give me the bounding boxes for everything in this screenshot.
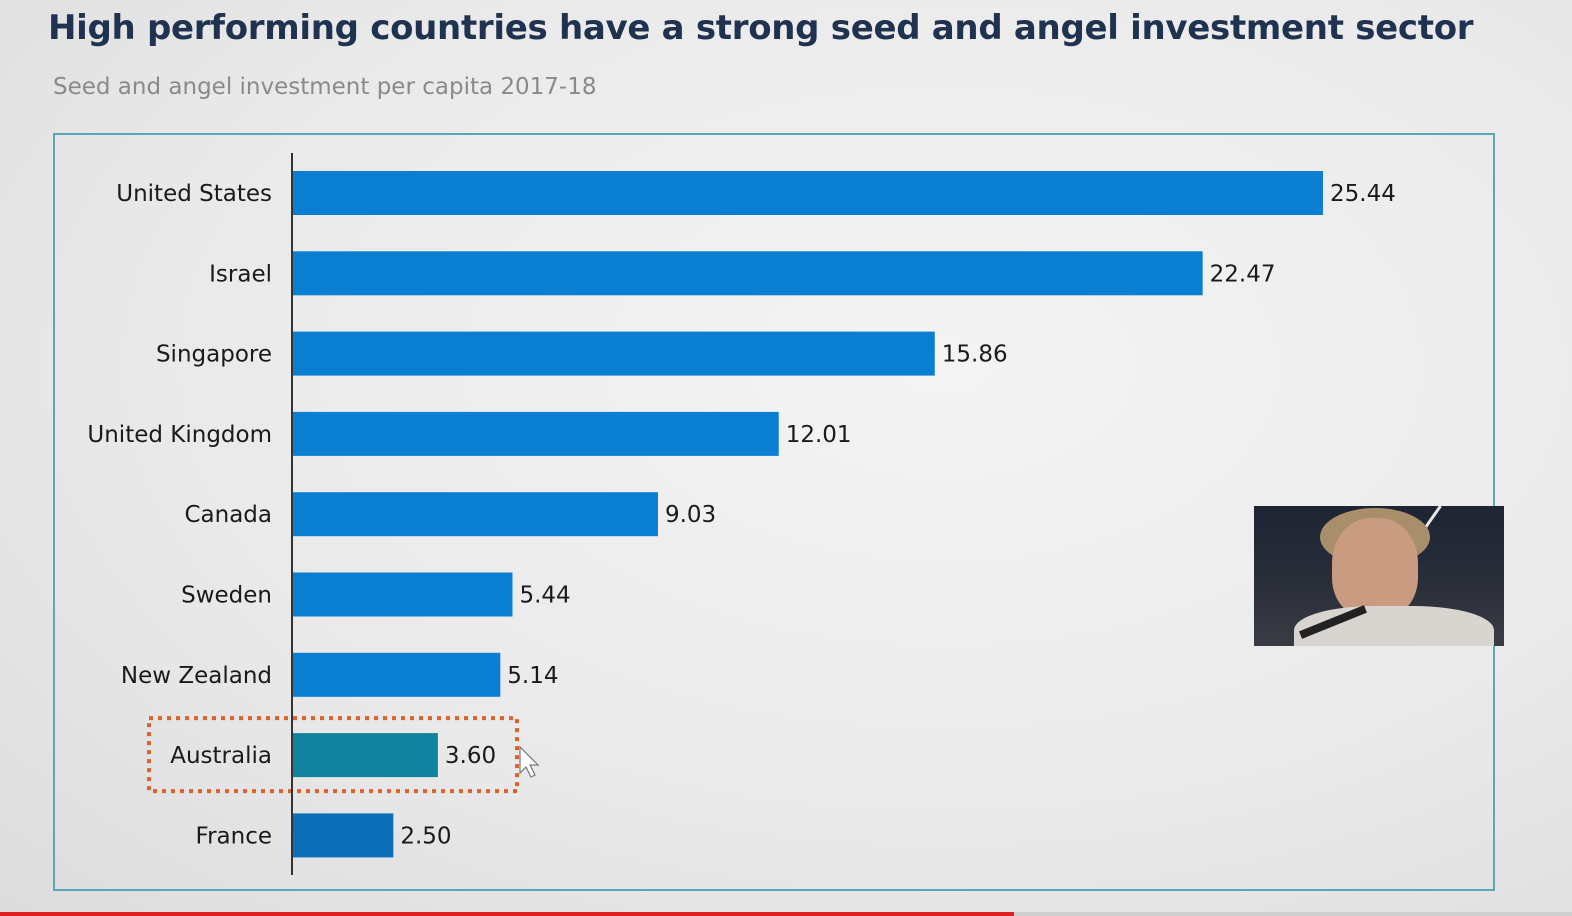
- category-label: United States: [116, 181, 272, 207]
- bar-sweden: [292, 572, 513, 617]
- presenter-face: [1332, 518, 1418, 618]
- chart-frame: United States 25.44 Israel 22.47 Singapore 15…: [53, 133, 1495, 891]
- value-label: 9.03: [665, 502, 716, 528]
- category-label: United Kingdom: [87, 422, 272, 448]
- bar-israel: [292, 251, 1203, 296]
- category-label: Canada: [184, 502, 272, 528]
- value-label: 5.44: [519, 583, 570, 609]
- mouse-cursor-icon: [519, 745, 540, 778]
- bar-singapore: [292, 331, 935, 376]
- slide-title: High performing countries have a strong …: [48, 8, 1474, 48]
- category-label: Singapore: [156, 342, 272, 368]
- bar-canada: [292, 492, 658, 537]
- presenter-webcam: [1254, 506, 1504, 646]
- value-label: 15.86: [942, 342, 1008, 368]
- bar-australia: [292, 733, 438, 778]
- category-label: France: [196, 823, 272, 849]
- video-progress-bar[interactable]: [0, 912, 1572, 916]
- value-label: 3.60: [445, 743, 496, 769]
- highlight-box: [147, 716, 519, 794]
- category-label: Israel: [209, 261, 272, 287]
- video-progress-fill: [0, 912, 1014, 916]
- bar-new-zealand: [292, 652, 501, 697]
- category-label: New Zealand: [121, 663, 272, 689]
- bar-united-states: [292, 171, 1323, 215]
- value-label: 25.44: [1330, 181, 1396, 207]
- bar-france: [292, 813, 394, 858]
- value-label: 5.14: [507, 663, 558, 689]
- chart-subtitle: Seed and angel investment per capita 201…: [53, 74, 597, 100]
- value-label: 2.50: [400, 823, 451, 849]
- category-label: Australia: [170, 743, 272, 769]
- category-label: Sweden: [181, 583, 272, 609]
- value-label: 22.47: [1210, 261, 1276, 287]
- value-label: 12.01: [786, 422, 852, 448]
- bar-chart: United States 25.44 Israel 22.47 Singapore 15…: [87, 153, 1396, 875]
- bar-united-kingdom: [292, 411, 779, 456]
